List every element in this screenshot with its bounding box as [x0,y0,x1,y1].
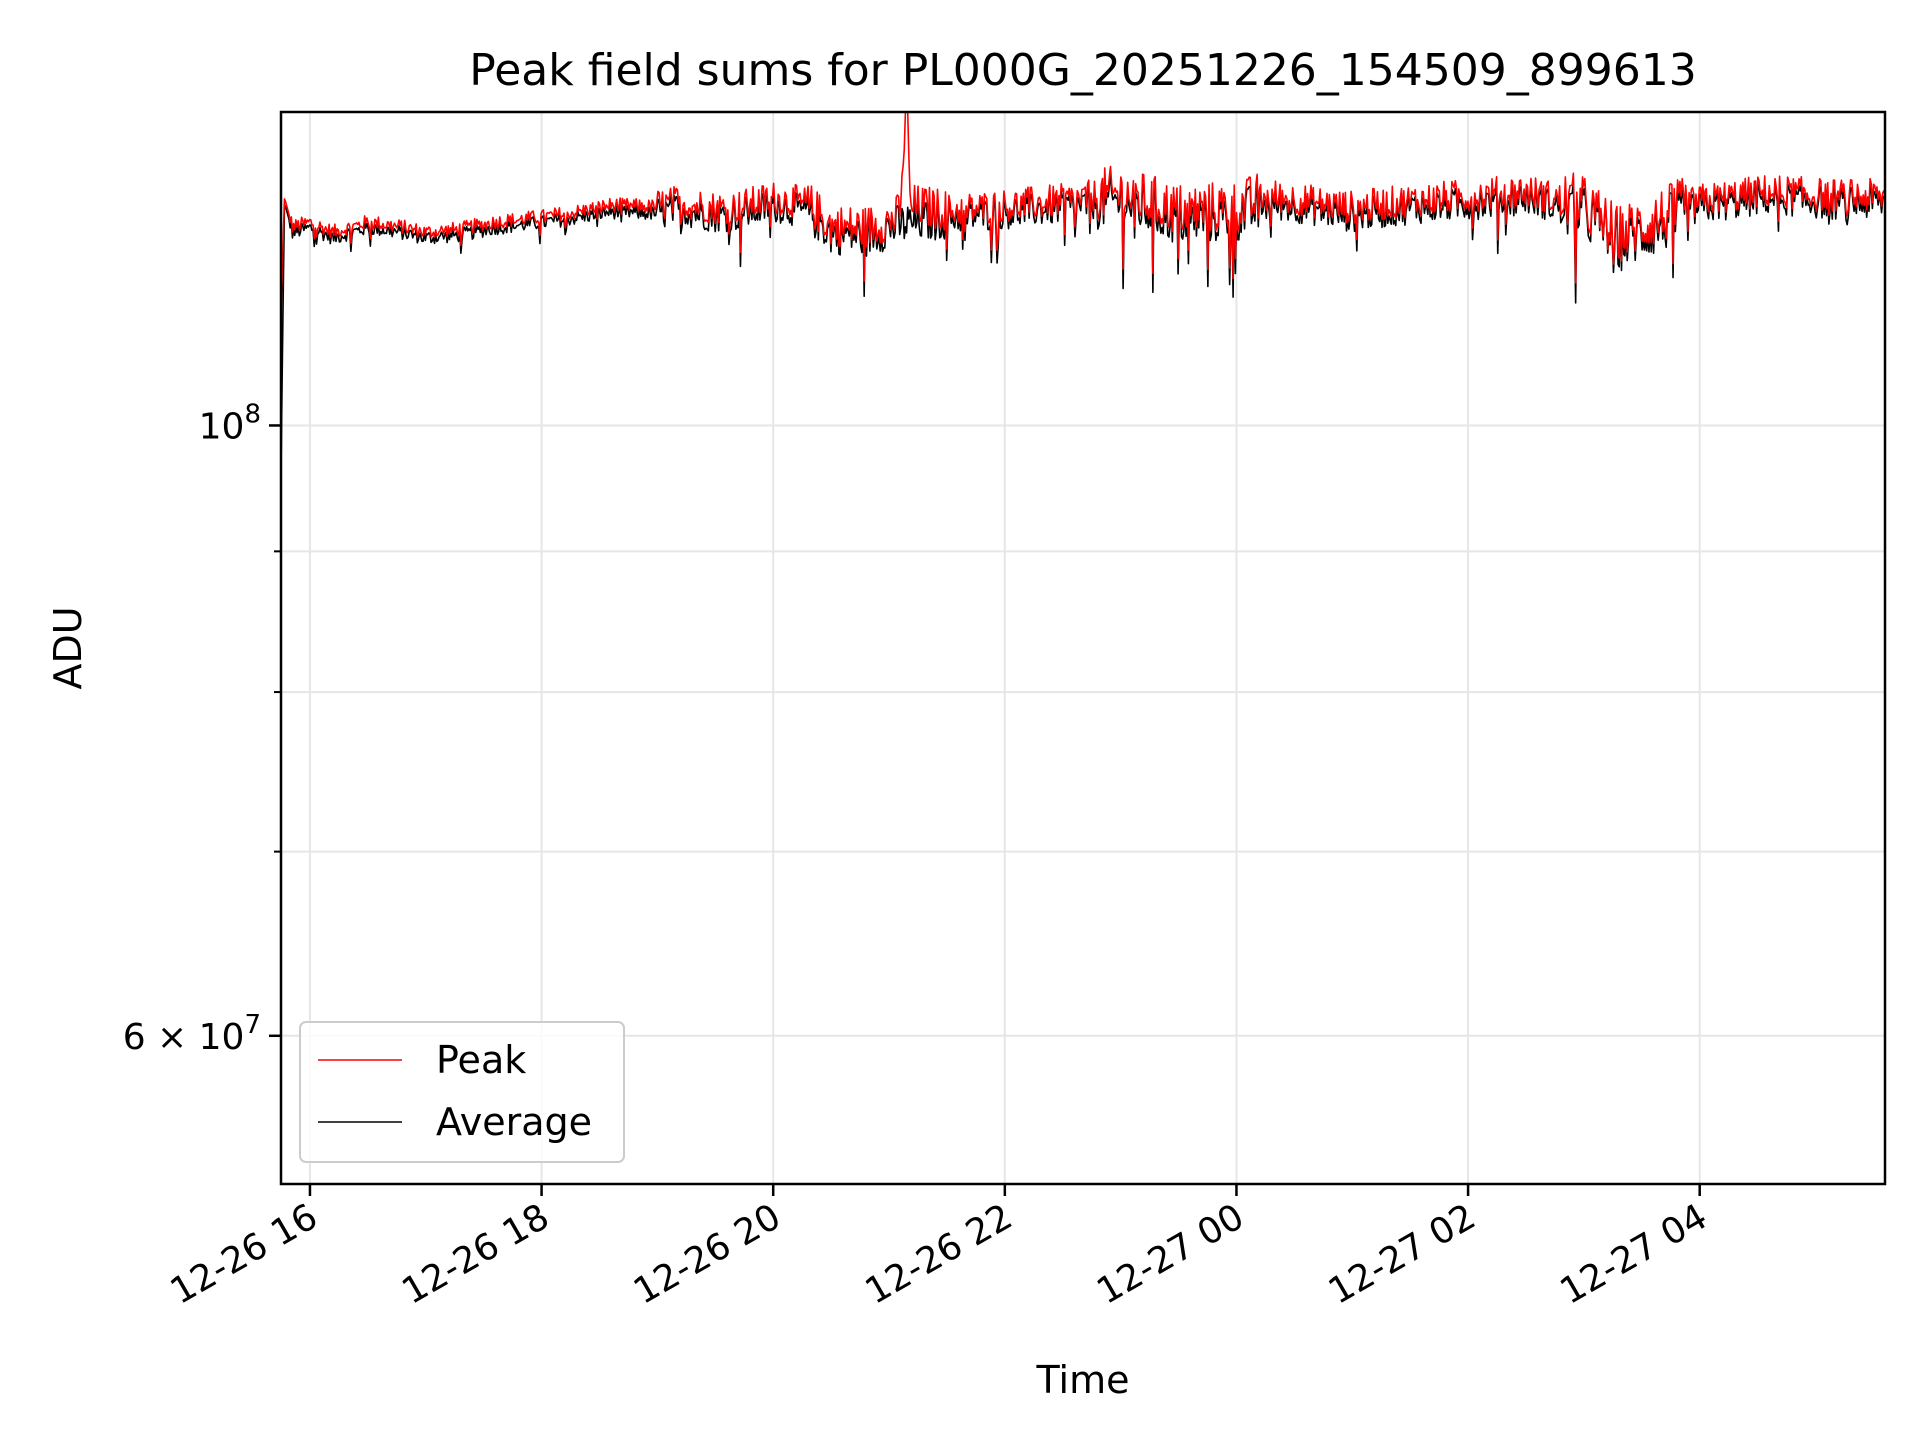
plot-frame [279,110,1887,1186]
legend: Peak Average [299,1021,625,1163]
legend-label-average: Average [436,1100,592,1144]
series-line-peak [280,111,1886,312]
legend-box [299,1021,625,1163]
series-layer [280,111,1886,475]
legend-label-peak: Peak [436,1038,526,1082]
y-axis: 108 6 × 107 [123,399,281,1058]
x-axis-label: Time [1036,1358,1130,1402]
grid [281,112,1885,1184]
y-tick-label: 108 [199,399,261,447]
y-tick-label: 6 × 107 [123,1010,261,1058]
chart-title: Peak field sums for PL000G_20251226_1545… [469,45,1696,96]
y-axis-label: ADU [46,606,90,689]
